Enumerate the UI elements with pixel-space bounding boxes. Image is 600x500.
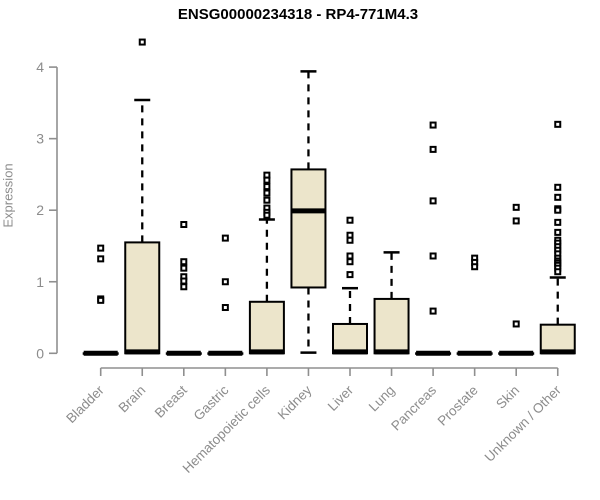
chart-title: ENSG00000234318 - RP4-771M4.3 bbox=[177, 6, 419, 23]
x-category-label: Prostate bbox=[435, 383, 481, 429]
box-iqr bbox=[290, 168, 327, 289]
outlier-point bbox=[554, 193, 562, 201]
y-tick-label: 1 bbox=[36, 274, 44, 290]
x-category-label: Skin bbox=[493, 383, 522, 412]
outlier-point bbox=[97, 255, 105, 263]
x-category-label: Gastric bbox=[191, 382, 232, 423]
outlier-point bbox=[221, 234, 229, 242]
outlier-point bbox=[180, 283, 188, 291]
x-category-label: Unknown / Other bbox=[482, 382, 565, 465]
outlier-point bbox=[512, 217, 520, 225]
y-tick-label: 4 bbox=[36, 59, 44, 75]
box-iqr bbox=[248, 300, 285, 355]
outlier-point bbox=[97, 244, 105, 252]
outlier-point bbox=[263, 183, 271, 191]
outlier-point bbox=[180, 221, 188, 229]
outlier-point bbox=[221, 278, 229, 286]
box-iqr bbox=[124, 241, 161, 355]
x-category-label: Brain bbox=[115, 383, 148, 416]
outlier-point bbox=[429, 145, 437, 153]
x-category-label: Bladder bbox=[63, 382, 107, 426]
x-category-label: Kidney bbox=[275, 382, 315, 422]
outlier-point bbox=[346, 258, 354, 266]
outlier-point bbox=[138, 38, 146, 46]
outlier-point bbox=[512, 320, 520, 328]
outlier-point bbox=[180, 277, 188, 285]
outlier-point bbox=[221, 304, 229, 312]
x-category-label: Lung bbox=[366, 383, 398, 415]
outlier-point bbox=[554, 120, 562, 128]
outlier-point bbox=[554, 228, 562, 236]
y-tick-label: 0 bbox=[36, 345, 44, 361]
outlier-point bbox=[429, 307, 437, 315]
outlier-point bbox=[263, 189, 271, 197]
outlier-point bbox=[263, 176, 271, 184]
x-category-label: Pancreas bbox=[388, 382, 439, 433]
outlier-point bbox=[554, 183, 562, 191]
x-category-label: Breast bbox=[152, 382, 190, 420]
outlier-point bbox=[346, 252, 354, 260]
box-iqr bbox=[373, 297, 410, 355]
outlier-point bbox=[554, 218, 562, 226]
outlier-point bbox=[180, 264, 188, 272]
outlier-point bbox=[97, 296, 105, 304]
outlier-point bbox=[346, 271, 354, 279]
box-iqr bbox=[332, 322, 368, 355]
outlier-point bbox=[346, 216, 354, 224]
x-category-label: Liver bbox=[325, 382, 357, 414]
outlier-point bbox=[263, 196, 271, 204]
outlier-point bbox=[554, 268, 562, 276]
outlier-point bbox=[429, 252, 437, 260]
outlier-point bbox=[471, 263, 479, 271]
outlier-point bbox=[346, 236, 354, 244]
y-tick-label: 2 bbox=[36, 202, 44, 218]
y-tick-label: 3 bbox=[36, 131, 44, 147]
outlier-point bbox=[512, 203, 520, 211]
outlier-point bbox=[429, 197, 437, 205]
outlier-point bbox=[263, 211, 271, 219]
box-iqr bbox=[539, 323, 576, 355]
outlier-point bbox=[429, 121, 437, 129]
outlier-point bbox=[554, 206, 562, 214]
outlier-point bbox=[180, 258, 188, 266]
